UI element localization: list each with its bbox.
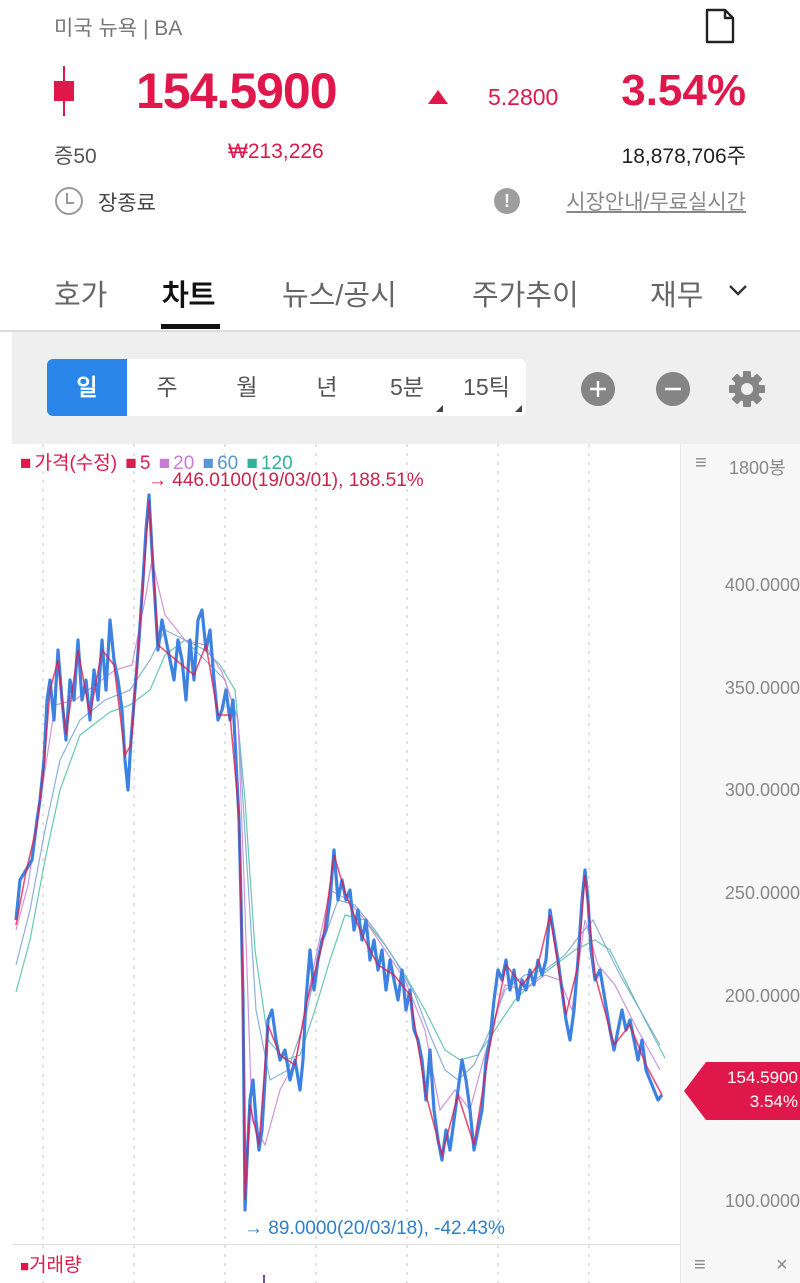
gear-icon[interactable]	[728, 370, 766, 408]
zoom-in-button[interactable]	[581, 372, 615, 406]
y-tick: 350.0000	[724, 678, 800, 698]
volume-pane[interactable]	[12, 1244, 680, 1283]
legend-marker-icon: ■	[202, 453, 215, 474]
close-icon[interactable]: ×	[776, 1254, 788, 1276]
y-tick: 300.0000	[724, 780, 800, 800]
y-tick: 100.0000	[724, 1191, 800, 1211]
legend-marker-icon: ■	[158, 453, 171, 474]
axis-menu-icon[interactable]: ≡	[695, 452, 707, 474]
krw-price: ₩213,226	[228, 140, 324, 163]
legend-marker-icon: ■	[20, 453, 32, 474]
legend-price-label: 가격(수정)	[34, 453, 118, 474]
y-tick: 400.0000	[724, 575, 800, 595]
legend-ma60: 60	[217, 453, 239, 474]
legend-ma5: 5	[139, 453, 151, 474]
active-tab-indicator	[161, 324, 220, 329]
legend-marker-icon: ■	[246, 453, 258, 474]
tab-financials[interactable]: 재무	[650, 280, 704, 312]
info-icon: !	[494, 188, 520, 214]
price-tag-price: 154.5900	[727, 1068, 798, 1087]
change-percent: 3.54%	[621, 66, 746, 115]
period-label: 년	[316, 374, 338, 400]
price-tag-shape-icon	[684, 1062, 800, 1120]
period-year-button[interactable]: 년	[287, 359, 367, 416]
period-label: 5분	[390, 374, 424, 400]
stock-header: 미국 뉴욕 | BA 154.5900 5.2800 3.54% 증50 ₩21…	[0, 0, 800, 250]
chart-legend: ■ 가격(수정) ■ 5 ■ 20 ■ 60 ■ 120	[20, 448, 296, 475]
y-tick: 200.0000	[724, 986, 800, 1006]
market-label: 미국 뉴욕 | BA	[54, 17, 183, 40]
margin-rate: 증50	[54, 145, 97, 168]
high-annotation: → 446.0100(19/03/01), 188.51%	[148, 470, 424, 491]
market-status: 장종료	[98, 192, 156, 215]
dropdown-corner-icon	[515, 405, 522, 412]
period-5min-button[interactable]: 5분	[367, 359, 447, 416]
volume-legend: ■거래량	[20, 1250, 82, 1277]
period-label: 월	[236, 374, 258, 400]
current-price: 154.5900	[136, 63, 338, 119]
market-info-link[interactable]: 시장안내/무료실시간	[566, 191, 746, 214]
volume-legend-label: 거래량	[29, 1255, 82, 1276]
period-label: 주	[156, 374, 178, 400]
current-price-tag: 154.5900 3.54%	[684, 1062, 800, 1120]
tab-chart[interactable]: 차트	[162, 280, 216, 312]
period-day-button[interactable]: 일	[47, 359, 127, 416]
tab-bar: 호가 차트 뉴스/공시 주가추이 재무	[0, 250, 800, 332]
period-month-button[interactable]: 월	[207, 359, 287, 416]
chart-toolbar: 일 주 월 년 5분 15틱	[12, 332, 800, 444]
candle-icon	[54, 66, 74, 116]
y-axis[interactable]: ≡ 1800봉 400.0000 350.0000 300.0000 250.0…	[680, 444, 800, 1283]
document-icon[interactable]	[704, 8, 736, 44]
price-chart-canvas[interactable]	[12, 444, 680, 1244]
period-15tick-button[interactable]: 15틱	[447, 359, 526, 416]
period-week-button[interactable]: 주	[127, 359, 207, 416]
period-label: 일	[76, 374, 98, 400]
bars-count: 1800봉	[729, 458, 786, 478]
tab-price-trend[interactable]: 주가추이	[472, 280, 579, 312]
legend-marker-icon: ■	[20, 1258, 30, 1275]
period-label: 15틱	[463, 374, 510, 400]
volume-menu-icon[interactable]: ≡	[694, 1254, 706, 1276]
clock-icon	[55, 187, 83, 215]
up-arrow-icon	[428, 90, 448, 104]
period-selector: 일 주 월 년 5분 15틱	[47, 359, 526, 416]
low-annotation: → 89.0000(20/03/18), -42.43%	[244, 1218, 505, 1239]
legend-ma20: 20	[173, 453, 195, 474]
zoom-out-button[interactable]	[656, 372, 690, 406]
volume-canvas	[42, 1245, 590, 1283]
dropdown-corner-icon	[436, 405, 443, 412]
trade-volume: 18,878,706주	[621, 145, 746, 168]
tab-news[interactable]: 뉴스/공시	[282, 280, 397, 312]
price-chart[interactable]	[12, 444, 680, 1244]
chevron-down-icon[interactable]	[728, 280, 748, 300]
legend-marker-icon: ■	[125, 453, 137, 474]
tab-orderbook[interactable]: 호가	[54, 280, 108, 312]
change-amount: 5.2800	[488, 84, 559, 110]
legend-ma120: 120	[260, 453, 293, 474]
price-tag-pct: 3.54%	[749, 1092, 798, 1111]
y-tick: 250.0000	[724, 883, 800, 903]
